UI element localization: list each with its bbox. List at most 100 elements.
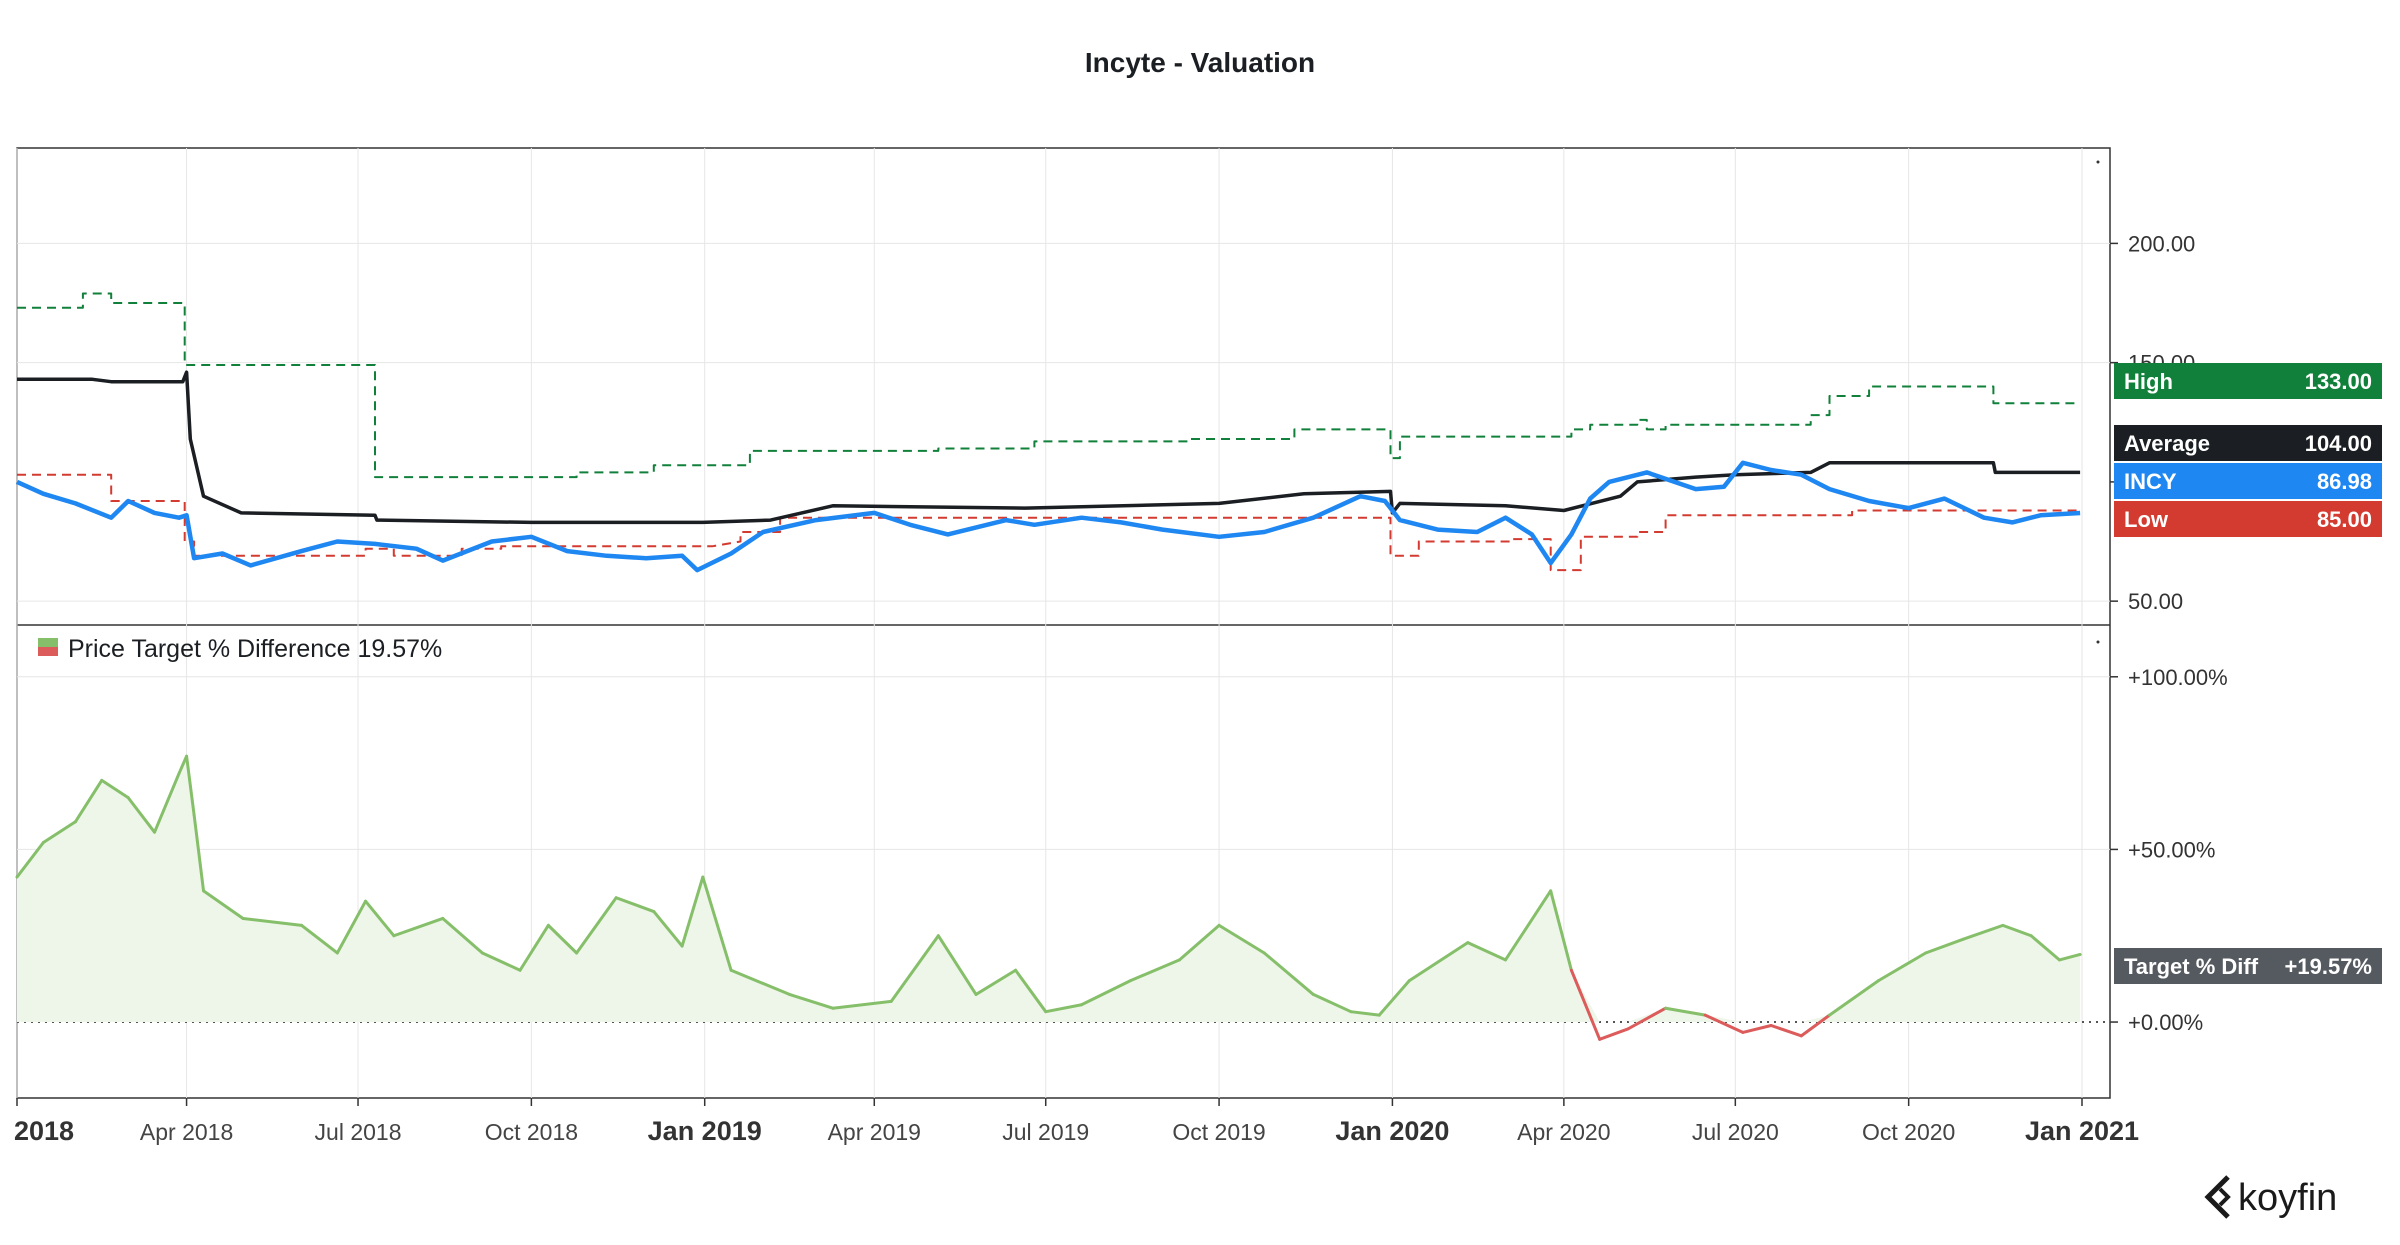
axes: 2018 Apr 2018 Jul 2018 Oct 2018 Jan 2019 Apr … — [14, 160, 2228, 1146]
logo-mark-inner-icon — [2218, 1187, 2231, 1207]
diff-line-segment — [1377, 979, 1411, 1017]
x-tick-label: Apr 2020 — [1517, 1119, 1610, 1145]
diff-line-segment — [335, 899, 368, 955]
diff-line-segment — [100, 778, 130, 800]
legend-series-value: 19.57% — [358, 635, 443, 663]
diff-line-segment — [192, 813, 206, 893]
diff-line-segment — [364, 899, 396, 938]
lower-pane — [15, 754, 2082, 1041]
value-badges: High 133.00 Average 104.00 INCY 86.98 Low 85.00… — [2114, 363, 2382, 984]
badge-value: 133.00 — [2305, 369, 2372, 394]
x-tick-label: Jan 2020 — [1335, 1116, 1449, 1146]
x-tick-label: 2018 — [14, 1116, 74, 1146]
diff-line-segment — [1014, 968, 1048, 1014]
x-tick-label: Oct 2020 — [1862, 1119, 1955, 1145]
pane-corner-dot — [2096, 640, 2100, 644]
chart-title: Incyte - Valuation — [1085, 47, 1315, 78]
diff-line-segment — [1703, 1013, 1745, 1034]
badge-label: Average — [2124, 431, 2210, 456]
diff-line-segment — [1828, 979, 1881, 1017]
diff-line-segment — [1569, 968, 1602, 1041]
low-value-badge: Low 85.00 — [2114, 501, 2382, 537]
legend-swatch-negative — [38, 647, 58, 656]
badge-label: INCY — [2124, 469, 2177, 494]
upper-pane — [16, 292, 2081, 573]
diff-line-segment — [1407, 941, 1470, 983]
legend-swatch-positive — [38, 638, 58, 647]
diff-line-segment — [1877, 951, 1928, 983]
y-tick-label: 200.00 — [2128, 231, 2195, 256]
x-tick-label: Jul 2018 — [315, 1119, 402, 1145]
x-tick-label: Jan 2021 — [2025, 1116, 2139, 1146]
x-tick-label: Apr 2019 — [828, 1119, 921, 1145]
badge-label: High — [2124, 369, 2173, 394]
x-tick-label: Jan 2019 — [648, 1116, 762, 1146]
diff-line-segment — [241, 916, 304, 927]
diff-line-segment — [126, 796, 157, 834]
diff-line-segment — [1598, 1027, 1630, 1041]
diff-line-segment — [177, 754, 189, 775]
diff-line-segment — [1080, 979, 1133, 1007]
diff-line-segment — [729, 968, 791, 996]
diff-line-segment — [2057, 952, 2082, 962]
diff-line-segment — [614, 896, 656, 914]
diff-line-segment — [202, 889, 245, 920]
y-tick-label: 50.00 — [2128, 589, 2183, 614]
y-tick-label: +50.00% — [2128, 837, 2215, 862]
diff-line-segment — [1799, 1013, 1832, 1038]
badge-value: 86.98 — [2317, 469, 2372, 494]
x-tick-label: Jul 2020 — [1692, 1119, 1779, 1145]
diff-line-segment — [1549, 889, 1573, 972]
legend-series-name: Price Target % Difference — [68, 635, 351, 663]
diff-line-segment — [680, 875, 705, 948]
y-tick-label: +100.00% — [2128, 665, 2228, 690]
badge-background — [2114, 463, 2382, 499]
badge-value: 85.00 — [2317, 507, 2372, 532]
diff-line-segment — [652, 910, 684, 948]
x-tick-label: Oct 2018 — [485, 1119, 578, 1145]
diff-line-segment — [1262, 951, 1315, 996]
badge-label: Target % Diff — [2124, 954, 2259, 979]
diff-line-segment — [1626, 1006, 1668, 1031]
diff-line-segment — [889, 934, 940, 1003]
legend-label: Price Target % Difference 19.57% — [68, 635, 442, 663]
badge-value: +19.57% — [2285, 954, 2372, 979]
diff-line-segment — [1349, 1010, 1381, 1017]
diff-line-segment — [1924, 937, 1965, 955]
diff-line-segment — [1503, 889, 1553, 962]
high-series-line — [17, 292, 2081, 479]
diff-line-segment — [1311, 992, 1353, 1014]
diff-line-segment — [831, 999, 893, 1010]
y-tick-label: +0.00% — [2128, 1010, 2203, 1035]
diff-line-segment — [1178, 923, 1221, 962]
lower-legend: Price Target % Difference 19.57% — [38, 635, 442, 663]
diff-line-segment — [1769, 1023, 1803, 1038]
diff-line-segment — [974, 968, 1018, 996]
high-value-badge: High 133.00 — [2114, 363, 2382, 399]
diff-area — [17, 756, 2081, 1023]
diff-line-segment — [1044, 1003, 1084, 1014]
diff-line-segment — [575, 896, 618, 955]
price-series-line — [16, 460, 2081, 573]
diff-line-segment — [1961, 923, 2005, 941]
koyfin-logo: koyfin — [2204, 1175, 2337, 1219]
diff-line-segment — [1217, 923, 1266, 955]
x-tick-label: Oct 2019 — [1172, 1119, 1265, 1145]
badge-background — [2114, 948, 2382, 984]
diff-line-segment — [300, 923, 339, 955]
diff-line-segment — [441, 916, 484, 955]
diff-line-segment — [787, 992, 835, 1010]
price-value-badge: INCY 86.98 — [2114, 463, 2382, 499]
diff-line-segment — [1129, 958, 1182, 983]
pane-corner-dot — [2096, 160, 2100, 164]
x-tick-label: Apr 2018 — [140, 1119, 233, 1145]
diff-line-segment — [1466, 941, 1507, 962]
diff-line-segment — [1664, 1006, 1707, 1017]
logo-mark-icon — [2204, 1175, 2230, 1219]
diff-line-segment — [2029, 934, 2061, 962]
x-tick-label: Jul 2019 — [1002, 1119, 1089, 1145]
diff-line-segment — [1741, 1023, 1773, 1034]
diff-line-segment — [701, 875, 733, 972]
